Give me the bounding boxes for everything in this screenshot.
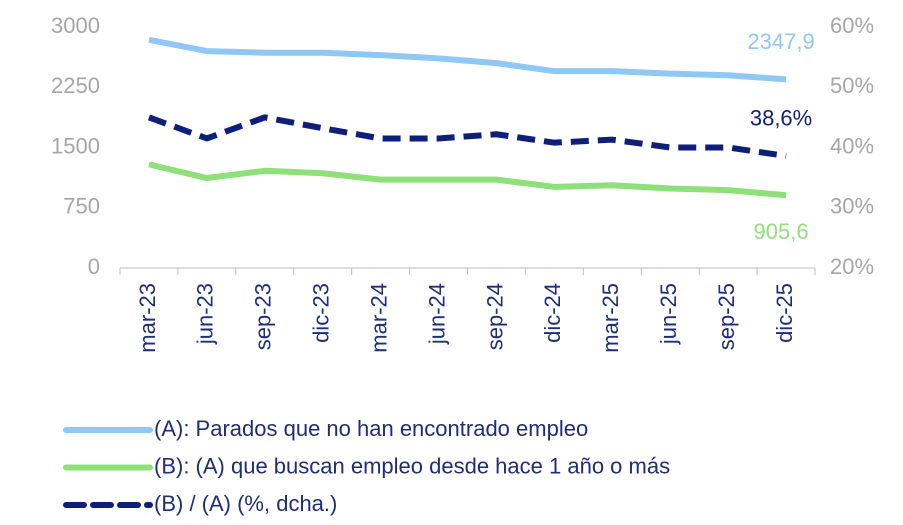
y2-tick-label: 20% — [830, 254, 874, 279]
value-label: 905,6 — [754, 219, 809, 244]
x-tick-label: sep-25 — [714, 283, 739, 350]
x-tick-label: dic-23 — [309, 283, 334, 343]
x-tick-label: jun-25 — [656, 283, 681, 345]
x-tick-label: jun-24 — [424, 283, 449, 345]
x-tick-label: mar-24 — [366, 283, 391, 353]
y2-tick-label: 60% — [830, 13, 874, 38]
value-label: 2347,9 — [747, 29, 814, 54]
value-label: 38,6% — [750, 106, 812, 131]
series-line — [148, 161, 787, 199]
y2-tick-label: 50% — [830, 73, 874, 98]
legend-label: (A): Parados que no han encontrado emple… — [154, 416, 588, 441]
x-tick-label: mar-23 — [135, 283, 160, 353]
y-tick-label: 3000 — [51, 13, 100, 38]
legend-label: (B): (A) que buscan empleo desde hace 1 … — [154, 453, 670, 478]
x-tick-label: dic-25 — [772, 283, 797, 343]
y-tick-label: 0 — [88, 254, 100, 279]
x-tick-label: jun-23 — [193, 283, 218, 345]
series-line — [147, 114, 787, 159]
series-line — [148, 36, 787, 83]
x-tick-label: sep-24 — [482, 283, 507, 350]
x-tick-label: mar-25 — [598, 283, 623, 353]
x-tick-label: dic-24 — [540, 283, 565, 343]
y2-tick-label: 30% — [830, 194, 874, 219]
y2-tick-label: 40% — [830, 133, 874, 158]
y-tick-label: 2250 — [51, 73, 100, 98]
y-tick-label: 750 — [63, 194, 100, 219]
x-tick-label: sep-23 — [251, 283, 276, 350]
legend-label: (B) / (A) (%, dcha.) — [154, 491, 337, 516]
y-tick-label: 1500 — [51, 133, 100, 158]
